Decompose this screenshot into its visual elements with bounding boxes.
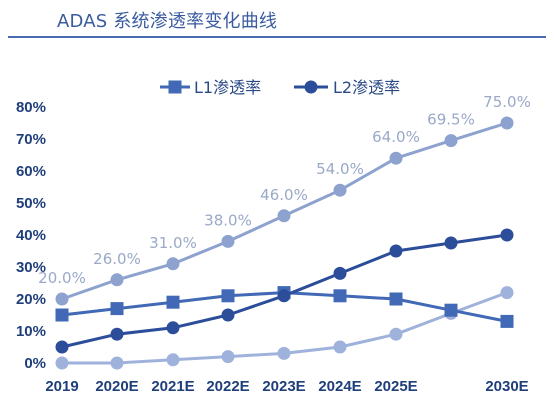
data-point-total — [221, 234, 235, 248]
data-label: 54.0% — [316, 160, 364, 178]
data-labels: 20.0% 26.0% 31.0% 38.0% 46.0% 54.0% 64.0% 69.5%… — [38, 93, 531, 287]
x-tick-label: 2024E — [318, 378, 361, 395]
data-point-l1 — [500, 314, 514, 328]
x-axis: 2019 2020E 2021E 2022E 2023E 2024E 2025E 2030E — [45, 378, 528, 395]
title-underline — [8, 36, 546, 38]
data-point-total — [444, 134, 458, 148]
data-point-l1 — [110, 302, 124, 316]
legend-l1-label: L1渗透率 — [194, 78, 261, 97]
data-point-l2 — [444, 236, 458, 250]
y-tick-label: 20% — [16, 291, 46, 308]
data-point-l2 — [166, 321, 180, 335]
y-tick-label: 80% — [16, 99, 46, 116]
data-point-l2 — [110, 327, 124, 341]
data-label: 46.0% — [260, 186, 308, 204]
data-point-l3 — [55, 356, 69, 370]
data-point-l2 — [277, 289, 291, 303]
data-point-l3 — [500, 286, 514, 300]
data-point-l1 — [55, 308, 69, 322]
data-label: 31.0% — [149, 234, 197, 252]
data-point-l2 — [389, 244, 403, 258]
y-tick-label: 0% — [24, 355, 46, 372]
data-point-l2 — [333, 266, 347, 280]
data-point-l2 — [55, 340, 69, 354]
x-tick-label: 2025E — [374, 378, 417, 395]
data-point-l2 — [500, 228, 514, 242]
x-tick-label: 2020E — [95, 378, 138, 395]
data-point-l1 — [333, 289, 347, 303]
data-point-total — [55, 292, 69, 306]
data-point-total — [500, 116, 514, 130]
data-label: 20.0% — [38, 269, 86, 287]
y-tick-label: 60% — [16, 163, 46, 180]
data-point-l3 — [166, 353, 180, 367]
data-label: 69.5% — [427, 111, 475, 129]
data-point-l3 — [110, 356, 124, 370]
legend-l2-label: L2渗透率 — [333, 78, 400, 97]
series-l2 — [55, 228, 514, 354]
data-point-total — [333, 183, 347, 197]
data-point-total — [389, 151, 403, 165]
x-tick-label: 2019 — [45, 378, 78, 395]
data-point-l2 — [221, 308, 235, 322]
data-label: 38.0% — [204, 211, 252, 229]
x-tick-label: 2023E — [262, 378, 305, 395]
x-tick-label: 2030E — [485, 378, 528, 395]
data-point-l1 — [166, 295, 180, 309]
data-label: 26.0% — [93, 250, 141, 268]
legend-l2-marker — [304, 80, 318, 94]
series-l3 — [55, 286, 514, 370]
chart-legend: L1渗透率 L2渗透率 — [160, 78, 400, 97]
data-point-l1 — [389, 292, 403, 306]
y-tick-label: 50% — [16, 195, 46, 212]
x-tick-label: 2022E — [206, 378, 249, 395]
data-point-l3 — [389, 327, 403, 341]
series-total — [55, 116, 514, 306]
y-tick-label: 40% — [16, 227, 46, 244]
data-point-l1 — [221, 289, 235, 303]
y-axis: 0% 10% 20% 30% 40% 50% 60% 70% 80% — [16, 99, 46, 372]
data-point-total — [277, 209, 291, 223]
data-point-l3 — [277, 346, 291, 360]
y-tick-label: 10% — [16, 323, 46, 340]
y-tick-label: 70% — [16, 131, 46, 148]
data-point-total — [110, 273, 124, 287]
data-label: 75.0% — [483, 93, 531, 111]
data-point-l3 — [221, 350, 235, 364]
chart-title: ADAS 系统渗透率变化曲线 — [57, 11, 278, 32]
y-tick-label: 30% — [16, 259, 46, 276]
data-point-total — [166, 257, 180, 271]
data-point-l1 — [444, 303, 458, 317]
x-tick-label: 2021E — [151, 378, 194, 395]
legend-l1-marker — [168, 80, 182, 94]
data-label: 64.0% — [372, 128, 420, 146]
data-point-l3 — [333, 340, 347, 354]
series-layer — [55, 116, 514, 370]
